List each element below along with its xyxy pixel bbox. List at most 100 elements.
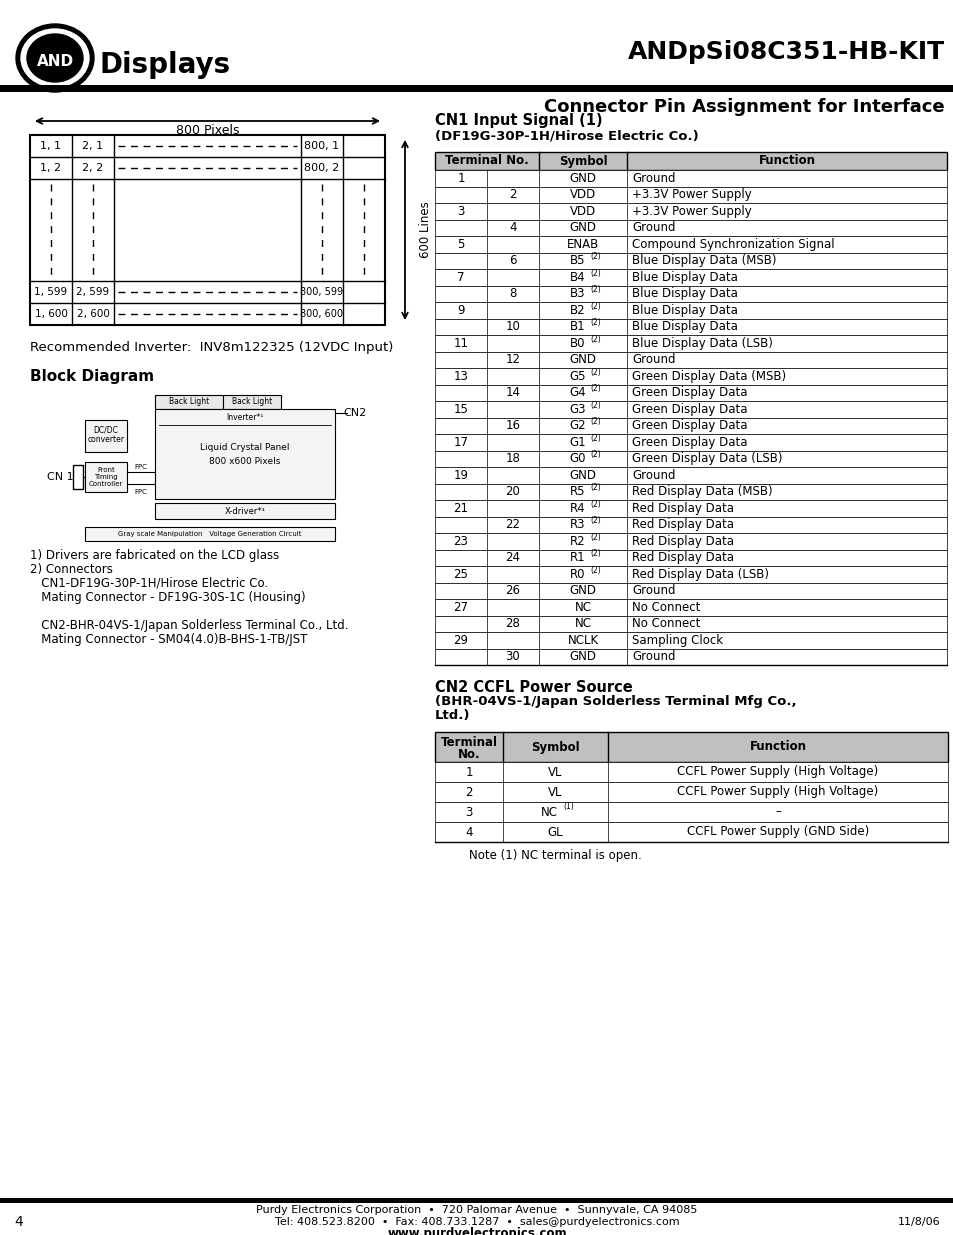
Bar	[435, 152, 946, 170]
Text: Symbol: Symbol	[558, 154, 607, 168]
Text: B3: B3	[570, 288, 585, 300]
Text: 18: 18	[505, 452, 520, 466]
Text: GND: GND	[569, 172, 596, 185]
Bar	[435, 319, 946, 335]
Text: 15: 15	[453, 403, 468, 416]
Bar	[435, 352, 946, 368]
Text: DC/DC: DC/DC	[93, 426, 118, 435]
Text: R2: R2	[570, 535, 585, 548]
Text: 5: 5	[456, 238, 464, 251]
Bar	[435, 203, 946, 220]
Bar	[435, 583, 946, 599]
Text: 600 Lines: 600 Lines	[418, 201, 432, 258]
Text: Red Display Data: Red Display Data	[631, 551, 733, 564]
Text: (2): (2)	[589, 400, 600, 410]
Text: Recommended Inverter:  INV8m122325 (12VDC Input): Recommended Inverter: INV8m122325 (12VDC…	[30, 341, 393, 353]
Text: (BHR-04VS-1/Japan Solderless Terminal Mfg Co.,: (BHR-04VS-1/Japan Solderless Terminal Mf…	[435, 695, 796, 709]
Text: 20: 20	[505, 485, 520, 498]
Text: 2) Connectors: 2) Connectors	[30, 562, 112, 576]
Bar	[154, 503, 335, 519]
Bar	[73, 466, 83, 489]
Text: B5: B5	[570, 254, 585, 267]
Bar	[435, 170, 946, 186]
Text: Front: Front	[97, 467, 114, 473]
Text: G2: G2	[569, 419, 586, 432]
Text: Red Display Data (MSB): Red Display Data (MSB)	[631, 485, 772, 498]
Text: GND: GND	[569, 353, 596, 367]
Text: Tel: 408.523.8200  •  Fax: 408.733.1287  •  sales@purdyelectronics.com: Tel: 408.523.8200 • Fax: 408.733.1287 • …	[274, 1216, 679, 1228]
Text: ANDpSi08C351-HB-KIT: ANDpSi08C351-HB-KIT	[627, 40, 944, 64]
Text: Red Display Data: Red Display Data	[631, 501, 733, 515]
Text: VDD: VDD	[569, 188, 596, 201]
Text: (DF19G-30P-1H/Hirose Electric Co.): (DF19G-30P-1H/Hirose Electric Co.)	[435, 130, 698, 142]
Text: 1: 1	[456, 172, 464, 185]
Text: Sampling Clock: Sampling Clock	[631, 634, 722, 647]
Bar	[435, 335, 946, 352]
Bar	[154, 409, 335, 499]
Text: Controller: Controller	[89, 480, 123, 487]
Text: Function: Function	[749, 741, 805, 753]
Text: 16: 16	[505, 419, 520, 432]
Text: 9: 9	[456, 304, 464, 316]
Text: NC: NC	[574, 600, 591, 614]
Text: 10: 10	[505, 320, 520, 333]
Text: 800 x600 Pixels: 800 x600 Pixels	[209, 457, 280, 466]
Text: Red Display Data: Red Display Data	[631, 519, 733, 531]
Text: CCFL Power Supply (High Voltage): CCFL Power Supply (High Voltage)	[677, 785, 878, 799]
Text: 21: 21	[453, 501, 468, 515]
Bar	[435, 632, 946, 648]
Text: (2): (2)	[589, 335, 600, 343]
Text: 14: 14	[505, 387, 520, 399]
Text: Green Display Data: Green Display Data	[631, 403, 747, 416]
Text: (2): (2)	[589, 252, 600, 262]
Text: (2): (2)	[589, 550, 600, 558]
Text: 800 Pixels: 800 Pixels	[175, 125, 239, 137]
Text: CN2-BHR-04VS-1/Japan Solderless Terminal Co., Ltd.: CN2-BHR-04VS-1/Japan Solderless Terminal…	[30, 619, 348, 631]
Text: Blue Display Data: Blue Display Data	[631, 304, 737, 316]
Text: CN2 CCFL Power Source: CN2 CCFL Power Source	[435, 679, 632, 694]
Text: Ground: Ground	[631, 353, 675, 367]
Text: G5: G5	[569, 369, 586, 383]
Text: Green Display Data (LSB): Green Display Data (LSB)	[631, 452, 781, 466]
Bar	[435, 186, 946, 203]
Text: 23: 23	[453, 535, 468, 548]
Text: 3: 3	[456, 205, 464, 217]
Text: VL: VL	[548, 785, 562, 799]
Text: Function: Function	[758, 154, 815, 168]
Text: Blue Display Data (LSB): Blue Display Data (LSB)	[631, 337, 772, 350]
Text: NC: NC	[574, 618, 591, 630]
Text: ENAB: ENAB	[566, 238, 598, 251]
Ellipse shape	[21, 28, 89, 86]
Text: 1: 1	[465, 766, 473, 778]
Bar	[435, 220, 946, 236]
Text: 2, 600: 2, 600	[76, 309, 110, 319]
Text: Green Display Data: Green Display Data	[631, 419, 747, 432]
Text: 4: 4	[465, 825, 473, 839]
Text: R3: R3	[570, 519, 585, 531]
Text: Back Light: Back Light	[232, 398, 272, 406]
Text: B0: B0	[570, 337, 585, 350]
Text: 4: 4	[509, 221, 517, 235]
Bar	[435, 782, 947, 802]
Text: 800, 599: 800, 599	[300, 287, 343, 296]
Text: (2): (2)	[589, 532, 600, 542]
Text: (2): (2)	[589, 368, 600, 377]
Text: GND: GND	[569, 584, 596, 598]
Text: GL: GL	[547, 825, 562, 839]
Bar	[435, 550, 946, 566]
Text: X-driver*¹: X-driver*¹	[224, 506, 265, 515]
Text: B2: B2	[570, 304, 585, 316]
Text: 800, 600: 800, 600	[300, 309, 343, 319]
Text: Blue Display Data (MSB): Blue Display Data (MSB)	[631, 254, 776, 267]
Bar	[85, 462, 127, 492]
Text: G3: G3	[569, 403, 586, 416]
Bar	[0, 85, 953, 91]
Text: CN1-DF19G-30P-1H/Hirose Electric Co.: CN1-DF19G-30P-1H/Hirose Electric Co.	[30, 577, 268, 589]
Bar	[435, 451, 946, 467]
Text: CN1 Input Signal (1): CN1 Input Signal (1)	[435, 112, 602, 127]
Bar	[223, 395, 281, 409]
Text: VL: VL	[548, 766, 562, 778]
Text: 11: 11	[453, 337, 468, 350]
Text: Symbol: Symbol	[531, 741, 579, 753]
Text: Inverter*¹: Inverter*¹	[226, 412, 263, 421]
